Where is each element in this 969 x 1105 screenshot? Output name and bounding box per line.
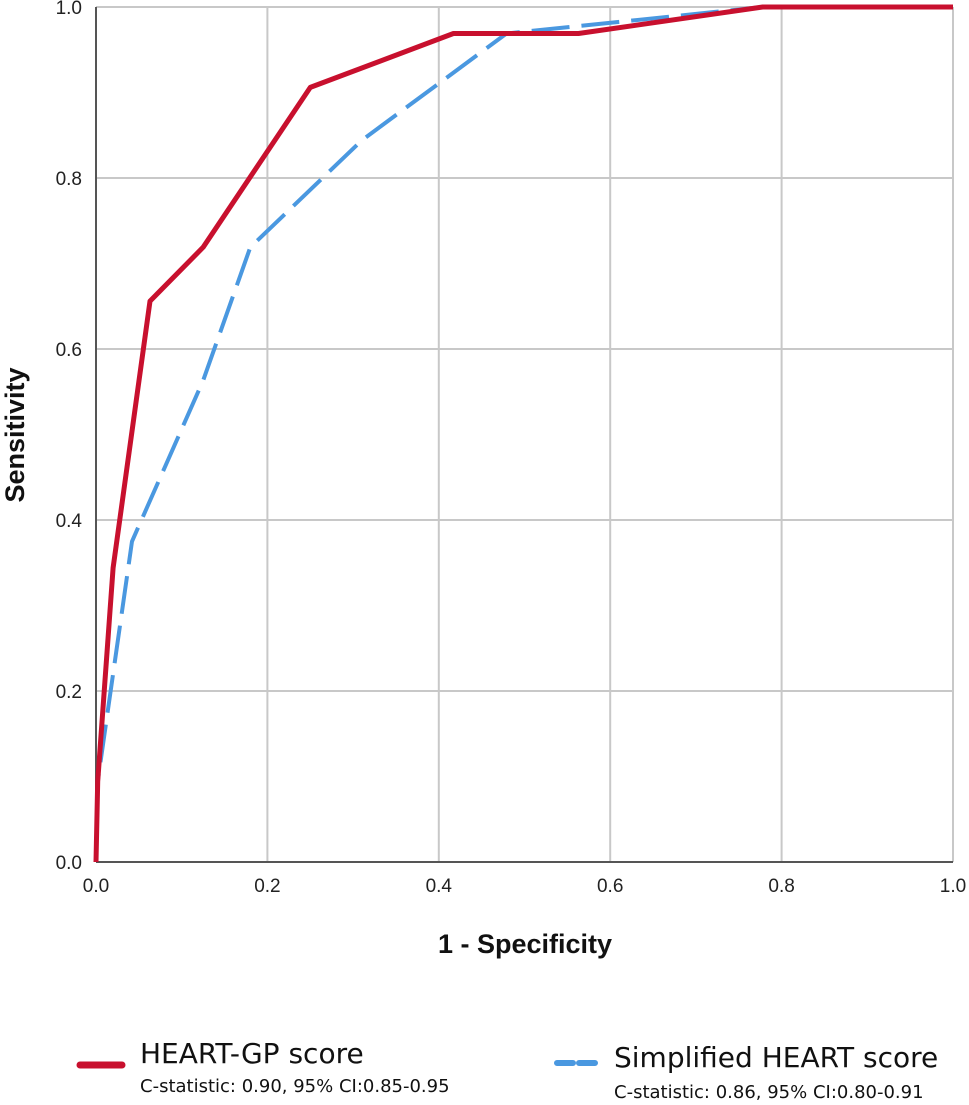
x-tick-label: 0.8 [768, 876, 794, 897]
legend: HEART-GP score C-statistic: 0.90, 95% CI… [76, 1037, 938, 1103]
x-tick-label: 0.6 [597, 876, 623, 897]
y-tick-label: 0.8 [56, 169, 82, 190]
x-tick-label: 0.2 [254, 876, 280, 897]
series-line-simplified-heart [94, 5, 953, 863]
y-tick-label: 0.4 [56, 511, 83, 532]
legend-label-simplified-heart: Simplified HEART score [614, 1041, 938, 1074]
legend-stat-heart-gp: C-statistic: 0.90, 95% CI:0.85-0.95 [140, 1076, 450, 1097]
y-tick-label: 1.0 [56, 0, 82, 19]
y-tick-label: 0.6 [56, 340, 82, 361]
legend-item-heart-gp: HEART-GP score C-statistic: 0.90, 95% CI… [76, 1037, 450, 1097]
x-axis-title: 1 - Specificity [438, 929, 612, 959]
x-tick-label: 0.4 [426, 876, 453, 897]
x-tick-label: 0.0 [83, 876, 109, 897]
grid [95, 6, 954, 863]
legend-stat-simplified-heart: C-statistic: 0.86, 95% CI:0.80-0.91 [614, 1082, 924, 1103]
series-lines [93, 4, 953, 863]
legend-item-simplified-heart: Simplified HEART score C-statistic: 0.86… [554, 1041, 938, 1103]
y-axis-title: Sensitivity [0, 367, 30, 502]
y-tick-label: 0.2 [56, 682, 82, 703]
y-axis-ticks: 0.0 0.2 0.4 0.6 0.8 1.0 [56, 0, 83, 874]
x-axis-ticks: 0.0 0.2 0.4 0.6 0.8 1.0 [83, 876, 966, 897]
x-tick-label: 1.0 [940, 876, 966, 897]
y-tick-label: 0.0 [56, 853, 82, 874]
series-line-heart-gp [93, 4, 953, 863]
legend-label-heart-gp: HEART-GP score [140, 1037, 364, 1070]
